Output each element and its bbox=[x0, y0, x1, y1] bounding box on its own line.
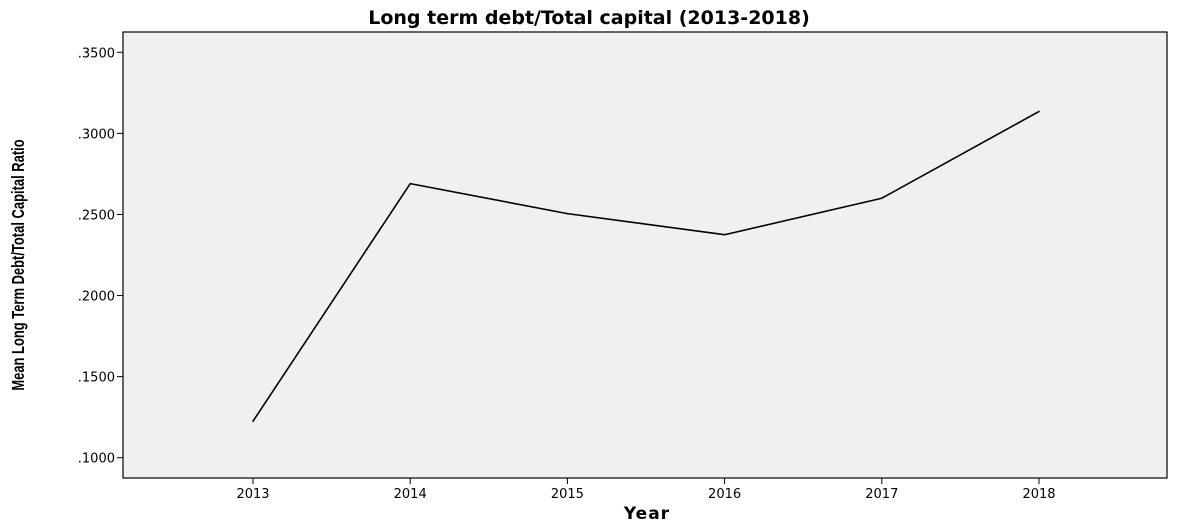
y-tick-label: .3500 bbox=[78, 46, 115, 61]
y-axis: .1000 .1500 .2000 .2500 .3000 .3500 bbox=[78, 46, 123, 467]
y-tick-label: .1500 bbox=[78, 371, 115, 386]
x-axis: 2013 2014 2015 2016 2017 2018 bbox=[236, 478, 1056, 502]
x-tick-label: 2016 bbox=[708, 487, 741, 502]
data-point-2013 bbox=[252, 420, 254, 423]
x-tick-label: 2017 bbox=[865, 487, 898, 502]
x-tick-label: 2013 bbox=[236, 487, 269, 502]
chart-title: Long term debt/Total capital (2013-2018) bbox=[368, 7, 810, 29]
y-tick-label: .1000 bbox=[78, 452, 115, 467]
y-tick-label: .2500 bbox=[78, 208, 115, 223]
x-tick-label: 2018 bbox=[1022, 487, 1055, 502]
data-point-2015 bbox=[566, 212, 569, 215]
x-axis-label: Year bbox=[623, 504, 670, 524]
plot-area bbox=[123, 32, 1167, 478]
x-tick-label: 2014 bbox=[394, 487, 427, 502]
data-point-2017 bbox=[881, 197, 883, 200]
series-line bbox=[252, 110, 1040, 422]
y-axis-label: Mean Long Term Debt/Total Capital Ratio bbox=[9, 139, 29, 390]
data-point-2018 bbox=[1038, 110, 1040, 113]
y-tick-label: .3000 bbox=[78, 127, 115, 142]
data-point-2014 bbox=[409, 182, 412, 185]
data-point-2016 bbox=[723, 233, 726, 236]
y-tick-label: .2000 bbox=[78, 290, 115, 305]
x-tick-label: 2015 bbox=[551, 487, 584, 502]
plot-frame bbox=[122, 31, 1168, 479]
series-line-group bbox=[252, 110, 1040, 423]
